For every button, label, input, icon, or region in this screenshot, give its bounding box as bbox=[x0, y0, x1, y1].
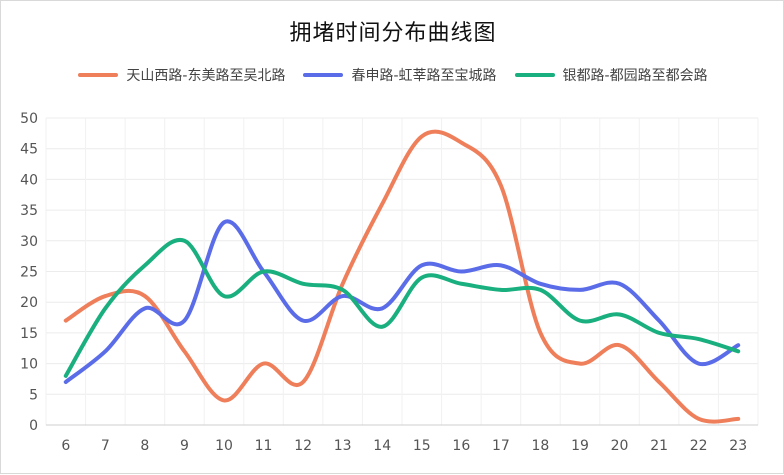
y-tick-label: 5 bbox=[29, 387, 38, 403]
x-tick-label: 7 bbox=[101, 438, 110, 454]
x-tick-label: 9 bbox=[180, 438, 189, 454]
y-tick-label: 10 bbox=[20, 357, 38, 373]
x-tick-label: 8 bbox=[140, 438, 149, 454]
x-tick-label: 15 bbox=[413, 438, 431, 454]
x-tick-label: 18 bbox=[532, 438, 550, 454]
legend-label-series-1: 天山西路-东美路至吴北路 bbox=[126, 68, 286, 84]
legend-swatch-series-2 bbox=[303, 73, 344, 77]
x-tick-label: 20 bbox=[611, 438, 629, 454]
chart-legend: 天山西路-东美路至吴北路 春申路-虹莘路至宝城路 银都路-都园路至都会路 bbox=[1, 65, 784, 85]
x-tick-label: 14 bbox=[373, 438, 391, 454]
y-tick-label: 35 bbox=[20, 203, 38, 219]
x-tick-label: 22 bbox=[690, 438, 708, 454]
legend-label-series-2: 春申路-虹莘路至宝城路 bbox=[351, 68, 497, 84]
y-tick-label: 45 bbox=[20, 142, 38, 158]
x-tick-label: 21 bbox=[650, 438, 668, 454]
legend-item-series-2[interactable]: 春申路-虹莘路至宝城路 bbox=[303, 65, 497, 85]
x-tick-label: 11 bbox=[255, 438, 273, 454]
series-line-3[interactable] bbox=[63, 237, 741, 378]
series-line-2[interactable] bbox=[63, 219, 741, 385]
x-tick-label: 19 bbox=[571, 438, 589, 454]
chart-title: 拥堵时间分布曲线图 bbox=[289, 21, 497, 46]
y-tick-label: 40 bbox=[20, 172, 38, 188]
y-tick-label: 15 bbox=[20, 326, 38, 342]
legend-label-series-3: 银都路-都园路至都会路 bbox=[562, 68, 708, 84]
x-tick-label: 6 bbox=[61, 438, 70, 454]
x-tick-label: 12 bbox=[294, 438, 312, 454]
legend-item-series-3[interactable]: 银都路-都园路至都会路 bbox=[514, 65, 708, 85]
x-tick-label: 16 bbox=[452, 438, 470, 454]
x-tick-label: 13 bbox=[334, 438, 352, 454]
x-tick-label: 10 bbox=[215, 438, 233, 454]
y-tick-label: 25 bbox=[20, 265, 38, 281]
legend-item-series-1[interactable]: 天山西路-东美路至吴北路 bbox=[78, 65, 285, 85]
legend-swatch-series-3 bbox=[514, 73, 555, 77]
y-tick-label: 20 bbox=[20, 295, 38, 311]
x-tick-label: 17 bbox=[492, 438, 510, 454]
y-tick-label: 0 bbox=[29, 418, 38, 434]
legend-swatch-series-1 bbox=[78, 73, 119, 77]
x-tick-label: 23 bbox=[729, 438, 747, 454]
y-tick-label: 30 bbox=[20, 234, 38, 250]
y-tick-label: 50 bbox=[20, 111, 38, 127]
series-line-1[interactable] bbox=[63, 129, 741, 424]
